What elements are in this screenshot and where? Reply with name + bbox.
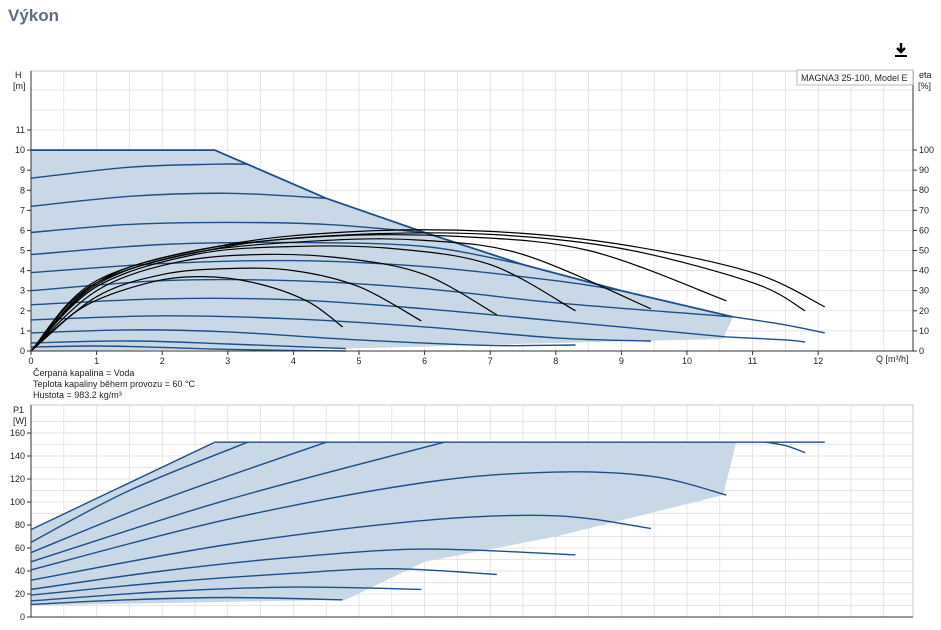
efficiency-curve (30, 275, 343, 352)
y-tick-label: 6 (20, 225, 25, 235)
y2-axis-label-eta: eta (919, 70, 932, 80)
legend-label: MAGNA3 25-100, Model E (801, 73, 908, 83)
power-curve (30, 596, 343, 606)
y-tick-label: 4 (20, 266, 25, 276)
x-tick-label: 1 (94, 356, 99, 366)
x-tick-label: 3 (225, 356, 230, 366)
y-tick-label: 0 (20, 346, 25, 356)
y-tick-label: 8 (20, 185, 25, 195)
y2-tick-label: 20 (919, 306, 929, 316)
head-curve (726, 336, 806, 343)
efficiency-curve (30, 238, 652, 352)
y-tick-label: 2 (20, 306, 25, 316)
power-curve (30, 471, 727, 571)
y-tick-label: 140 (10, 451, 25, 461)
download-icon[interactable] (892, 41, 910, 59)
power-curve (30, 441, 248, 543)
head-curve (732, 316, 825, 334)
y-tick-label: 160 (10, 428, 25, 438)
y2-tick-label: 100 (919, 145, 934, 155)
info-temperature: Teplota kapaliny během provozu = 60 °C (33, 379, 195, 389)
efficiency-curve (30, 253, 498, 352)
y2-tick-label: 80 (919, 185, 929, 195)
efficiency-curve (30, 245, 576, 352)
head-curve (30, 163, 248, 179)
legend-box (796, 69, 914, 86)
head-curve (30, 278, 733, 318)
y-tick-label: 7 (20, 205, 25, 215)
y-axis-unit-h: [m] (13, 81, 26, 91)
x-axis-label: Q [m³/h] (876, 354, 909, 364)
x-tick-label: 9 (619, 356, 624, 366)
y-axis-unit-p1: [W] (13, 416, 27, 426)
head-curve (30, 315, 651, 342)
y-tick-label: 11 (16, 125, 25, 135)
info-liquid: Čerpaná kapalina = Voda (33, 368, 134, 378)
x-tick-label: 4 (291, 356, 296, 366)
y-axis-label-p1: P1 (13, 405, 24, 415)
x-tick-label: 10 (682, 356, 692, 366)
x-tick-label: 12 (813, 356, 823, 366)
power-curve (30, 567, 497, 596)
y2-tick-label: 40 (919, 266, 929, 276)
head-curve (30, 259, 622, 292)
y-tick-label: 20 (15, 589, 25, 599)
y-tick-label: 40 (15, 566, 25, 576)
x-tick-label: 2 (160, 356, 165, 366)
info-density: Hustota = 983.2 kg/m³ (33, 390, 122, 400)
y2-tick-label: 70 (919, 205, 929, 215)
x-tick-label: 11 (748, 356, 757, 366)
x-tick-label: 8 (553, 356, 558, 366)
power-curve (30, 514, 651, 581)
x-tick-label: 0 (28, 356, 33, 366)
power-curve (30, 441, 327, 554)
power-curve (30, 441, 216, 531)
x-tick-label: 7 (488, 356, 493, 366)
head-curve (30, 297, 727, 338)
y2-tick-label: 60 (919, 225, 929, 235)
y-tick-label: 0 (20, 612, 25, 622)
power-chart: 0 20 40 60 80 100 120 140 160 (10, 404, 914, 622)
y2-axis-unit-eta: [%] (918, 81, 931, 91)
efficiency-curve (30, 267, 422, 352)
head-curve (30, 340, 346, 350)
y2-tick-label: 0 (919, 346, 924, 356)
head-curve (30, 192, 327, 207)
head-curve (30, 345, 346, 352)
efficiency-curve (30, 229, 826, 352)
y-tick-label: 3 (20, 286, 25, 296)
head-curve (30, 329, 576, 347)
y-axis-label-h: H (15, 70, 22, 80)
efficiency-curve (30, 232, 806, 352)
y2-tick-label: 50 (919, 246, 929, 256)
y-tick-label: 100 (10, 497, 25, 507)
y-tick-label: 120 (10, 474, 25, 484)
y-tick-label: 1 (20, 326, 25, 336)
y2-tick-label: 90 (919, 165, 929, 175)
page-title: Výkon (8, 6, 60, 25)
power-curve (30, 441, 445, 563)
operating-area (31, 150, 733, 351)
y-tick-label: 10 (15, 145, 25, 155)
y2-tick-label: 30 (919, 286, 929, 296)
y-tick-label: 60 (15, 543, 25, 553)
head-curve (30, 221, 425, 234)
power-curve (30, 586, 422, 602)
power-curve (765, 441, 806, 454)
y-tick-label: 5 (20, 246, 25, 256)
x-tick-label: 6 (422, 356, 427, 366)
x-tick-label: 5 (356, 356, 361, 366)
y-tick-label: 80 (15, 520, 25, 530)
y2-tick-label: 10 (919, 326, 929, 336)
y-tick-label: 9 (20, 165, 25, 175)
power-curve (30, 548, 576, 591)
